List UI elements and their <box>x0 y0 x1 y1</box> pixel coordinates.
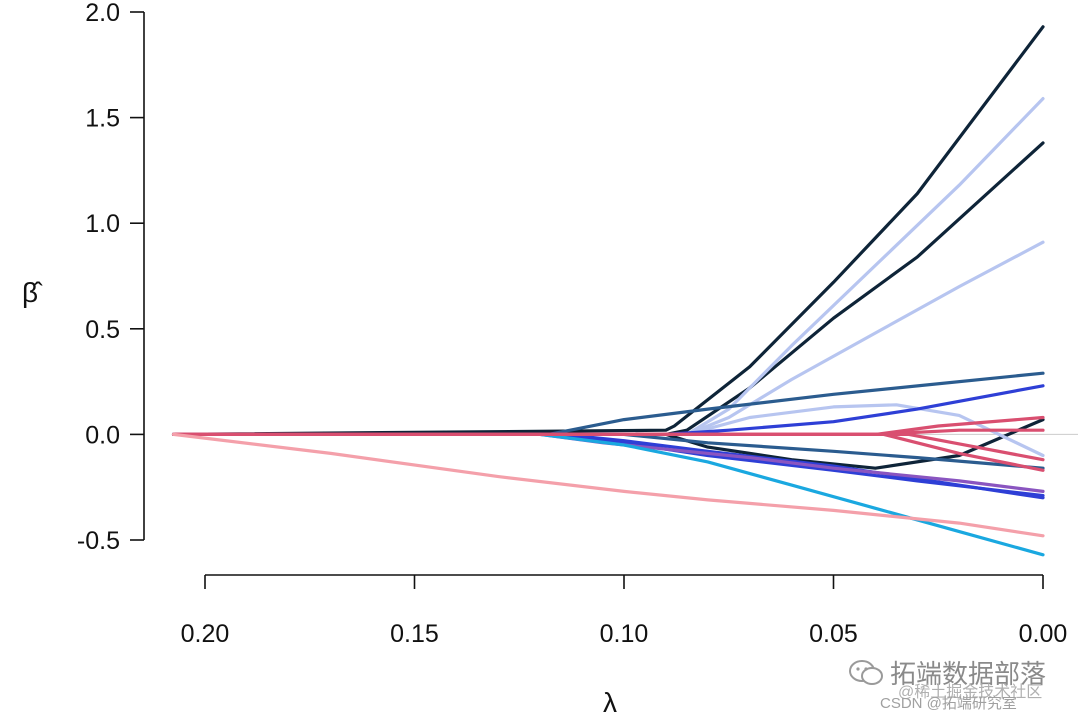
y-tick-label: 1.0 <box>85 210 120 238</box>
series-line-13 <box>172 432 1045 557</box>
series-line-4 <box>172 97 1045 436</box>
series-line-2 <box>172 141 1045 436</box>
x-tick-label: 0.05 <box>809 620 858 648</box>
x-axis: 0.20 0.15 0.10 0.05 0.00 <box>181 574 1068 648</box>
watermark-main: 拓端数据部落 <box>890 659 1047 689</box>
series-line-1 <box>172 25 1045 436</box>
x-tick-label: 0.10 <box>600 620 649 648</box>
y-tick-label: 0.5 <box>85 316 120 344</box>
y-tick-label: 1.5 <box>85 105 120 133</box>
y-tick-label: 0.0 <box>85 421 120 449</box>
y-axis-label: β̂ <box>22 277 43 308</box>
series-line-5 <box>172 240 1045 436</box>
watermark-juejin: @稀土掘金技术社区 <box>898 684 1043 701</box>
x-tick-label: 0.15 <box>390 620 439 648</box>
y-axis: 2.0 1.5 1.0 0.5 0.0 -0.5 <box>77 0 145 555</box>
series-line-18 <box>172 432 1045 538</box>
series-line-9 <box>172 384 1045 436</box>
x-tick-label: 0.20 <box>181 620 230 648</box>
series-line-17 <box>172 432 1045 462</box>
y-tick-label: 2.0 <box>85 0 120 27</box>
x-axis-label: λ <box>603 687 617 718</box>
series-line-7 <box>172 371 1045 436</box>
x-tick-label: 0.00 <box>1019 620 1068 648</box>
wechat-logo-icon <box>849 660 883 685</box>
series-layer <box>172 25 1045 557</box>
watermark-csdn: CSDN @拓端研究室 <box>880 695 1017 712</box>
y-tick-label: -0.5 <box>77 527 120 555</box>
